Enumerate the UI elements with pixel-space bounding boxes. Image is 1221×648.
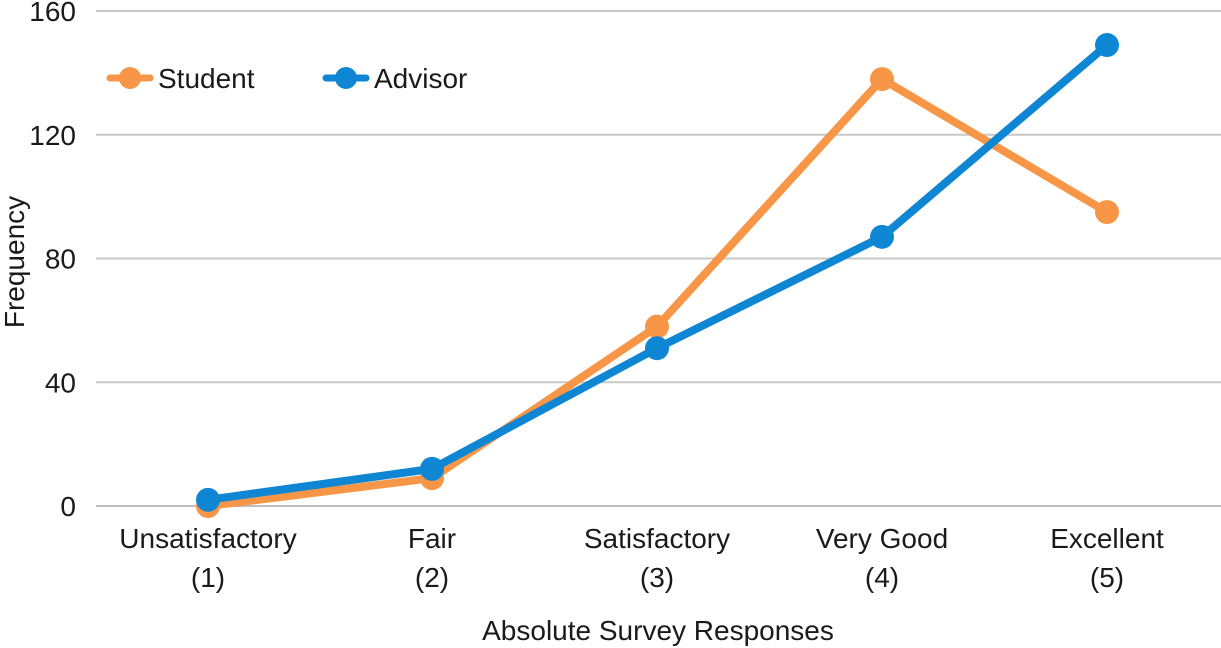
series-line-student <box>204 75 1111 510</box>
series-lines <box>204 41 1111 510</box>
data-point-advisor-2 <box>420 456 444 481</box>
gridlines <box>96 10 1221 507</box>
data-point-advisor-5 <box>1095 33 1119 58</box>
legend-label-advisor: Advisor <box>374 63 467 94</box>
y-axis-title: Frequency <box>0 196 30 328</box>
data-point-student-4 <box>870 67 894 92</box>
y-tick-label-160: 160 <box>29 0 76 27</box>
x-axis-tick-labels: Unsatisfactory (1) Fair (2) Satisfactory (3) V… <box>119 523 1164 593</box>
legend-swatch-advisor-marker <box>335 67 357 89</box>
legend: Student Advisor <box>106 63 467 94</box>
legend-item-advisor: Advisor <box>322 63 467 94</box>
x-tick-label-1: Unsatisfactory (1) <box>119 523 296 593</box>
y-tick-label-0: 0 <box>60 491 76 522</box>
series-points <box>196 33 1119 518</box>
x-tick-label-4: Very Good (4) <box>816 523 948 593</box>
data-point-student-3 <box>645 314 669 339</box>
data-point-advisor-1 <box>196 487 220 512</box>
series-line-advisor <box>204 41 1111 504</box>
legend-item-student: Student <box>106 63 255 94</box>
y-axis-tick-labels: 0 40 80 120 160 <box>29 0 76 522</box>
x-tick-label-5: Excellent (5) <box>1050 523 1164 593</box>
y-tick-label-120: 120 <box>29 120 76 151</box>
data-point-advisor-3 <box>645 336 669 361</box>
data-point-advisor-4 <box>870 224 894 249</box>
legend-label-student: Student <box>158 63 255 94</box>
x-axis-title: Absolute Survey Responses <box>482 615 834 646</box>
legend-swatch-student-marker <box>119 67 141 89</box>
data-point-student-5 <box>1095 200 1119 225</box>
x-tick-label-3: Satisfactory (3) <box>584 523 730 593</box>
x-tick-label-2: Fair (2) <box>408 523 456 593</box>
y-tick-label-80: 80 <box>45 244 76 275</box>
y-tick-label-40: 40 <box>45 367 76 398</box>
